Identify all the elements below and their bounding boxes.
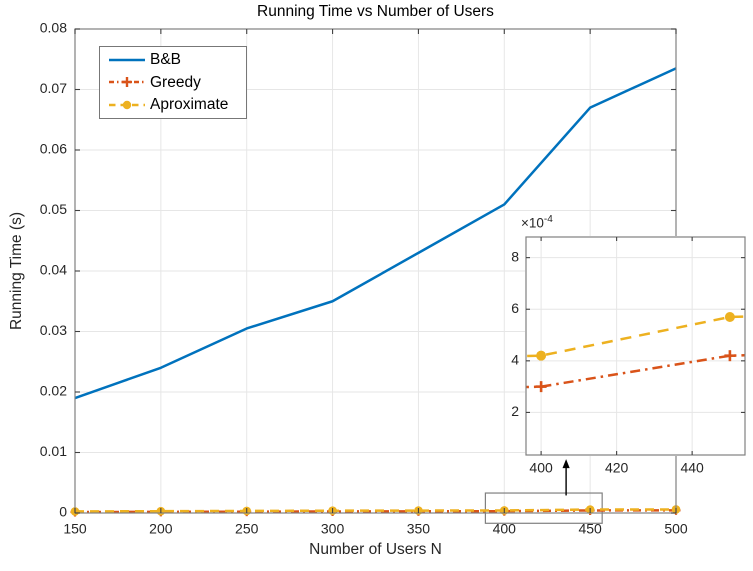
inset-series-group	[347, 311, 745, 393]
y-tick-label: 0.08	[40, 20, 67, 36]
legend-circle-marker	[122, 100, 132, 110]
y-tick-label: 0.05	[40, 201, 67, 217]
inset-x-tick-label: 440	[680, 460, 704, 476]
inset-y-tick-label: 2	[511, 403, 519, 419]
inset-x-tick-label: 420	[605, 460, 629, 476]
inset-y-tick-label: 8	[511, 248, 519, 264]
x-tick-label: 400	[493, 521, 517, 537]
legend-label: B&B	[150, 51, 182, 69]
y-axis-label: Running Time (s)	[8, 211, 25, 331]
zoom-source-rect	[484, 492, 603, 524]
multiplier-base: ×10	[521, 215, 544, 231]
legend-entry: Greedy	[108, 71, 238, 93]
series-line-greedy	[526, 354, 745, 389]
y-tick-label: 0.06	[40, 141, 67, 157]
x-tick-label: 350	[407, 521, 431, 537]
circle-marker	[347, 356, 357, 366]
x-tick-label: 300	[321, 521, 345, 537]
legend-line-sample	[109, 77, 145, 88]
inset-y-tick-label: 6	[511, 300, 519, 316]
inset-x-tick-label: 400	[529, 460, 553, 476]
y-tick-label: 0.07	[40, 80, 67, 96]
legend: B&B Greedy Aproximate	[99, 46, 247, 119]
y-tick-label: 0.01	[40, 443, 67, 459]
inset-axes-box	[525, 236, 746, 456]
x-tick-label: 150	[63, 521, 87, 537]
inset-y-tick-label: 4	[511, 352, 519, 368]
series-line-bb	[74, 67, 677, 400]
legend-label: Greedy	[150, 73, 201, 91]
legend-line-sample	[109, 100, 145, 110]
circle-marker	[536, 350, 547, 361]
series-line-aproximate	[526, 315, 745, 358]
y-tick-label: 0.04	[40, 262, 67, 278]
legend-label: Aproximate	[150, 96, 229, 114]
inset-scale-multiplier: ×10-4	[521, 214, 553, 231]
x-tick-label: 250	[235, 521, 259, 537]
y-tick-label: 0.03	[40, 322, 67, 338]
circle-marker	[724, 311, 735, 322]
y-tick-label: 0	[59, 504, 67, 520]
legend-line-sample	[109, 58, 145, 62]
x-tick-label: 450	[578, 521, 602, 537]
series-line-aproximate	[74, 508, 677, 513]
legend-entry: B&B	[108, 49, 238, 71]
x-tick-label: 200	[149, 521, 173, 537]
inset-background	[525, 236, 746, 456]
zoom-arrow-head	[562, 459, 570, 469]
chart-title: Running Time vs Number of Users	[257, 3, 494, 20]
multiplier-exponent: -4	[543, 214, 553, 225]
legend-entry: Aproximate	[108, 94, 238, 116]
x-axis-label: Number of Users N	[309, 541, 442, 558]
y-tick-label: 0.02	[40, 383, 67, 399]
x-tick-label: 500	[664, 521, 688, 537]
